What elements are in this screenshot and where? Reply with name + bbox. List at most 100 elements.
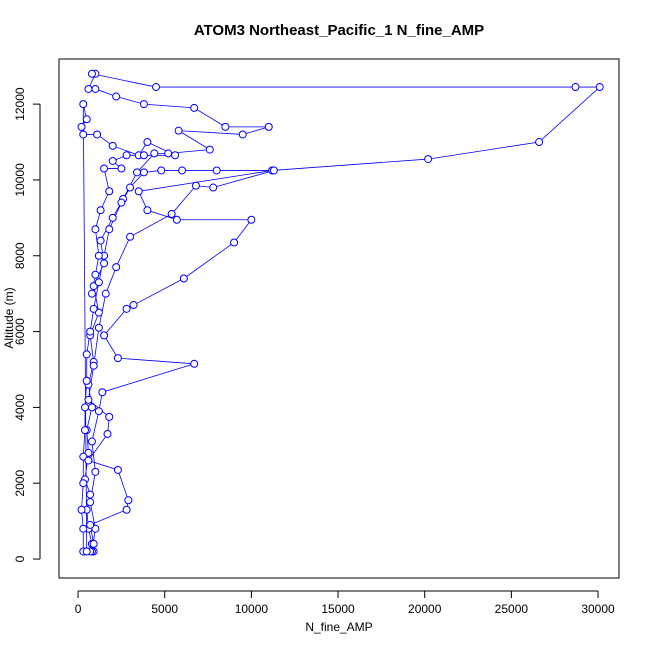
x-tick-label: 25000 [495,602,529,616]
data-point [89,539,98,548]
data-point [100,259,109,268]
data-point [247,215,256,224]
data-point [101,289,110,298]
data-point [172,215,181,224]
data-point [80,426,89,435]
data-point [209,183,218,192]
data-point [113,354,122,363]
data-point [87,437,96,446]
data-point [134,187,143,196]
data-point [212,166,221,175]
data-point [124,496,133,505]
data-point [86,490,95,499]
data-point [79,479,88,488]
data-point [112,263,121,272]
data-point [80,403,89,412]
data-point [86,520,95,529]
data-point [94,251,103,260]
y-tick-label: 0 [13,555,27,562]
data-point [87,69,96,78]
data-point [171,151,180,160]
data-point [122,151,131,160]
y-tick-label: 4000 [13,394,27,421]
data-point [178,166,187,175]
data-point [157,166,166,175]
data-point [122,505,131,514]
data-point [91,225,100,234]
data-point [117,164,126,173]
plot-frame [58,58,620,579]
data-point [424,155,433,164]
data-point [150,149,159,158]
y-tick-label: 12000 [13,87,27,121]
data-point [89,304,98,313]
x-tick-label: 0 [75,602,82,616]
x-axis-label: N_fine_AMP [305,620,372,634]
data-point [82,547,91,556]
data-point [191,181,200,190]
data-point [113,465,122,474]
data-point [205,145,214,154]
data-point [535,138,544,147]
data-point [93,130,102,139]
data-point [79,524,88,533]
data-point [139,168,148,177]
data-point [129,301,138,310]
data-point [571,83,580,92]
data-point [122,304,131,313]
data-point [100,331,109,340]
data-point [86,327,95,336]
data-point [84,395,93,404]
data-point [103,429,112,438]
data-point [94,407,103,416]
x-tick-label: 5000 [151,602,178,616]
data-point [84,456,93,465]
data-point [167,210,176,219]
x-tick-label: 30000 [581,602,615,616]
data-point [174,126,183,135]
data-point [230,238,239,247]
data-point [595,83,604,92]
data-point [108,213,117,222]
data-point [96,206,105,215]
data-point [126,232,135,241]
data-line [81,73,601,552]
y-axis-label: Altitude (m) [2,287,16,348]
data-point [87,403,96,412]
data-point [190,359,199,368]
data-point [94,278,103,287]
data-point [139,100,148,109]
data-point [87,289,96,298]
data-point [105,412,114,421]
y-tick-label: 10000 [13,163,27,197]
x-tick-label: 15000 [321,602,355,616]
data-point [96,236,105,245]
data-point [98,388,107,397]
data-point [143,138,152,147]
y-tick-label: 2000 [13,470,27,497]
data-point [190,103,199,112]
data-point [82,115,91,124]
data-point [269,166,278,175]
data-point [89,282,98,291]
data-point [91,270,100,279]
data-point [91,524,100,533]
data-point [91,467,100,476]
data-point [139,151,148,160]
data-point [94,308,103,317]
x-tick-label: 10000 [235,602,269,616]
data-point [89,361,98,370]
data-point [84,84,93,93]
y-tick-label: 8000 [13,242,27,269]
data-point [117,198,126,207]
data-point [84,448,93,457]
data-point [112,92,121,101]
data-point [100,164,109,173]
data-point [91,84,100,93]
data-point [94,323,103,332]
data-point [79,100,88,109]
data-point [79,130,88,139]
data-point [105,225,114,234]
data-point [179,274,188,283]
